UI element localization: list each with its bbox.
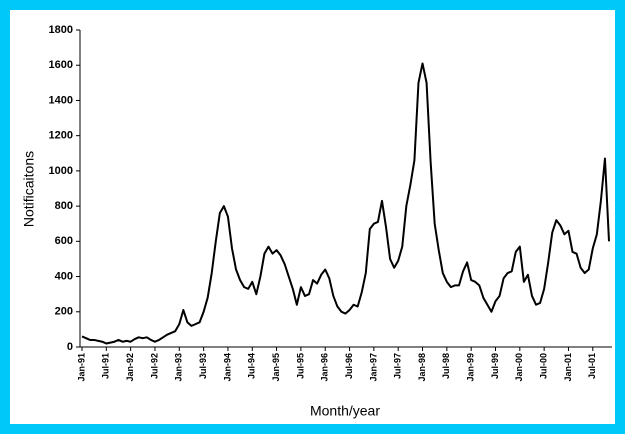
- x-tick-label: Jul-94: [247, 353, 257, 379]
- x-tick-label: Jan-91: [76, 353, 86, 382]
- x-tick-label: Jan-97: [368, 353, 378, 382]
- x-tick-label: Jul-92: [149, 353, 159, 379]
- x-tick-label: Jul-98: [441, 353, 451, 379]
- x-tick-label: Jul-91: [101, 353, 111, 379]
- y-tick-label: 1000: [49, 165, 73, 177]
- x-tick-label: Jan-99: [466, 353, 476, 382]
- x-tick-label: Jan-93: [174, 353, 184, 382]
- x-axis-label: Month/year: [310, 403, 380, 419]
- x-tick-label: Jan-94: [222, 353, 232, 382]
- x-tick-label: Jul-01: [587, 353, 597, 379]
- x-tick-label: Jan-01: [563, 353, 573, 382]
- y-tick-label: 800: [55, 200, 73, 212]
- y-axis-label: Notificaitons: [21, 151, 37, 227]
- y-tick-label: 1600: [49, 59, 73, 71]
- chart-area: [10, 10, 615, 424]
- x-tick-label: Jul-93: [198, 353, 208, 379]
- y-tick-label: 200: [55, 306, 73, 318]
- y-tick-label: 1200: [49, 130, 73, 142]
- x-tick-label: Jul-97: [393, 353, 403, 379]
- y-tick-label: 0: [67, 341, 73, 353]
- y-tick-label: 1400: [49, 94, 73, 106]
- y-tick-label: 1800: [49, 24, 73, 36]
- data-line: [81, 62, 610, 345]
- x-tick-label: Jan-95: [271, 353, 281, 382]
- x-tick-label: Jan-96: [320, 353, 330, 382]
- x-tick-label: Jan-98: [417, 353, 427, 382]
- y-tick-label: 600: [55, 235, 73, 247]
- x-tick-label: Jul-95: [295, 353, 305, 379]
- x-tick-label: Jan-00: [514, 353, 524, 382]
- x-tick-label: Jan-92: [125, 353, 135, 382]
- y-tick-label: 400: [55, 270, 73, 282]
- x-tick-label: Jul-99: [490, 353, 500, 379]
- x-tick-label: Jul-96: [344, 353, 354, 379]
- x-tick-label: Jul-00: [539, 353, 549, 379]
